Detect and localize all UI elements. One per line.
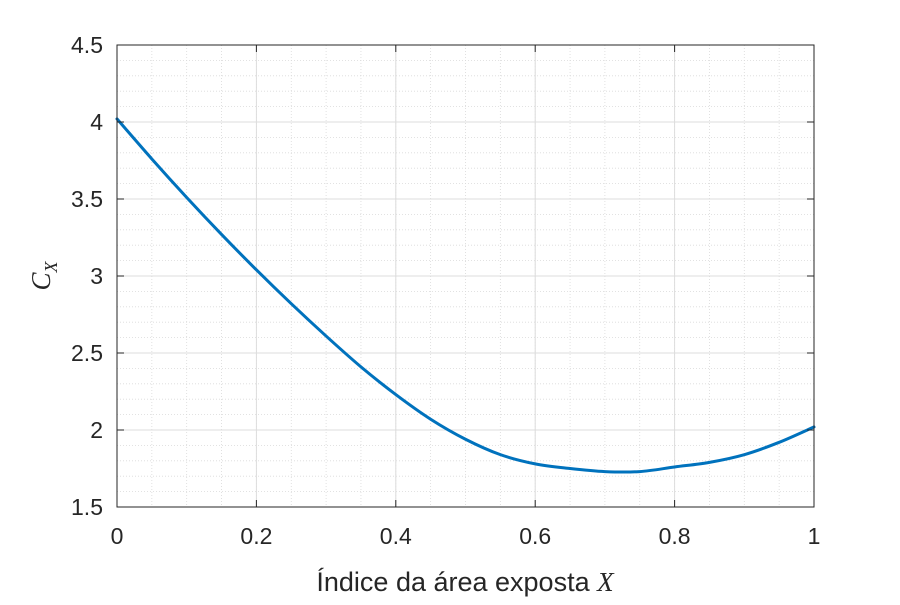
x-axis-label-text: Índice da área exposta — [316, 567, 590, 597]
y-tick-label: 3.5 — [71, 186, 103, 212]
x-axis-label: Índice da área exposta X — [316, 567, 615, 597]
y-axis-label: CX — [26, 260, 61, 290]
y-tick-label: 4.5 — [71, 32, 103, 58]
y-tick-label: 2.5 — [71, 340, 103, 366]
y-tick-labels: 1.5 2 2.5 3 3.5 4 4.5 — [71, 32, 103, 520]
x-tick-label: 0.4 — [380, 523, 412, 549]
y-tick-label: 1.5 — [71, 494, 103, 520]
y-axis-label-symbol: C — [26, 272, 56, 291]
x-axis-label-variable: X — [596, 567, 615, 597]
x-tick-labels: 0 0.2 0.4 0.6 0.8 1 — [111, 523, 821, 549]
x-tick-label: 0.6 — [519, 523, 551, 549]
x-tick-label: 1 — [808, 523, 821, 549]
y-tick-label: 2 — [90, 417, 103, 443]
y-tick-label: 3 — [90, 263, 103, 289]
x-tick-label: 0.8 — [659, 523, 691, 549]
y-tick-label: 4 — [90, 109, 103, 135]
x-tick-label: 0.2 — [240, 523, 272, 549]
x-tick-label: 0 — [111, 523, 124, 549]
y-axis-label-subscript: X — [41, 260, 61, 273]
